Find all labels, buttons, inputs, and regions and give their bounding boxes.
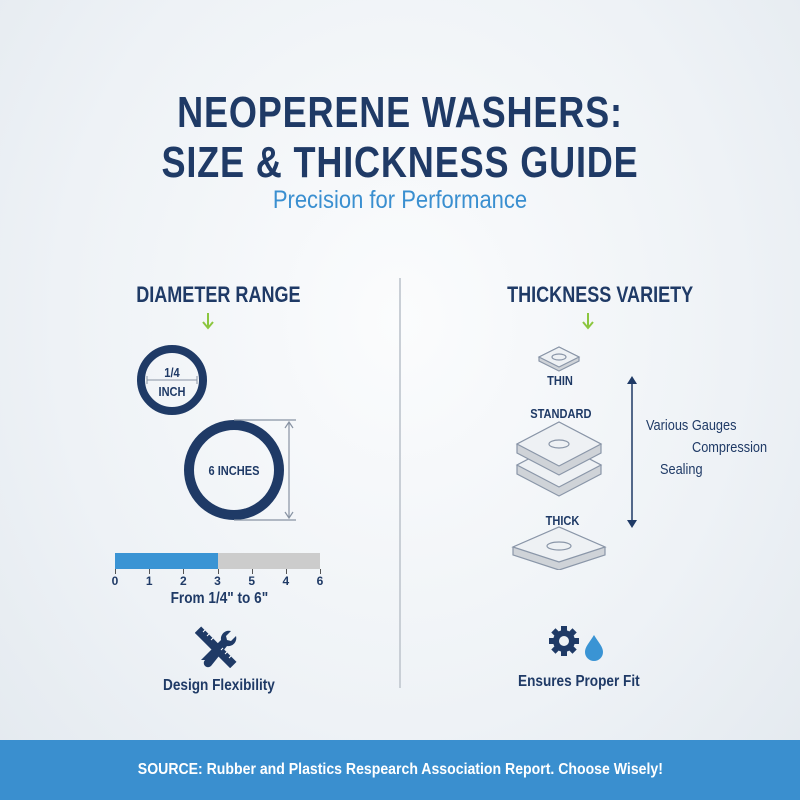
source-text: SOURCE: Rubber and Plastics Respearch As… [137,761,663,778]
scale-tick-label: 6 [316,574,324,588]
small-label-2: INCH [158,384,186,399]
note-various-gauges: Various Gauges [646,417,737,434]
scale-tick-label: 2 [179,574,187,588]
thick-washer [511,526,607,570]
thickness-heading: THICKNESS VARIETY [507,282,694,307]
ruler-wrench-icon [195,626,237,668]
scale-tick-mark [320,569,321,574]
scale-tick-mark [115,569,116,574]
scale-tick-mark [183,569,185,574]
range-scale: 0 1 2 3 5 4 6 [112,569,323,589]
scale-tick-label: 4 [282,574,290,588]
green-arrow-icon [582,313,594,330]
scale-tick-mark [217,569,219,574]
thick-label: THICK [545,513,580,528]
large-label: 6 INCHES [208,463,260,478]
green-arrow-icon [202,313,214,330]
scale-tick-label: 3 [214,574,221,588]
title-line-1: NEOPERENE WASHERS: [177,88,623,137]
standard-washer [515,421,603,497]
scale-tick-label: 0 [111,574,119,588]
washer-diameter-diagram [137,345,296,521]
subtitle: Precision for Performance [272,186,528,214]
scale-tick-mark [251,569,253,574]
small-washer [137,345,207,415]
note-sealing: Sealing [660,461,703,478]
droplet-icon [585,635,603,661]
double-arrow-icon [627,376,637,528]
large-washer [184,420,284,520]
range-caption: From 1/4" to 6" [117,590,322,608]
scale-tick-label: 5 [248,574,255,588]
note-compression: Compression [692,439,768,456]
standard-label: STANDARD [530,406,592,421]
small-label-1: 1/4 [164,365,180,380]
gear-icon [549,626,579,656]
divider [399,278,401,688]
feature-proper-fit: Ensures Proper Fit [518,673,640,690]
scale-tick-mark [285,569,287,574]
range-caption-text: From 1/4" to 6" [170,590,269,607]
diameter-heading: DIAMETER RANGE [136,282,301,307]
thin-washer [537,346,581,372]
range-bar-fill [115,553,218,569]
title-line-2: SIZE & THICKNESS GUIDE [161,138,639,187]
scale-tick-label: 1 [145,574,153,588]
gear-droplet-icon [549,626,603,661]
washer-thickness-diagram [511,346,607,570]
range-bar [115,553,320,569]
scale-tick-mark [149,569,151,574]
thin-label: THIN [547,373,573,388]
source-footer: SOURCE: Rubber and Plastics Respearch As… [0,740,800,800]
feature-design-flexibility: Design Flexibility [163,677,275,694]
